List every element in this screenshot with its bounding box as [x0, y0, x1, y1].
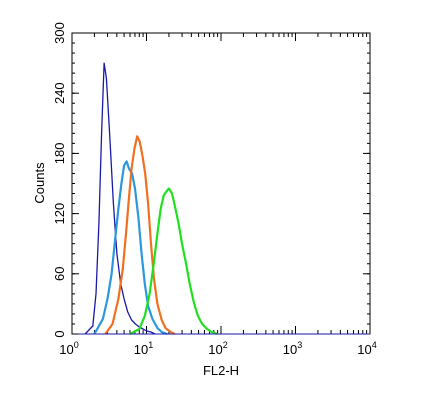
plot-frame: [71, 32, 371, 335]
x-tick-exponent: 3: [297, 340, 302, 350]
x-axis-ticks: 100 101 102 103 104: [59, 33, 377, 357]
x-tick-label: 104: [357, 340, 376, 357]
x-tick-label: 102: [208, 340, 227, 357]
y-tick-label: 60: [52, 267, 67, 281]
y-axis-label: Counts: [32, 162, 47, 204]
x-tick-exponent: 2: [223, 340, 228, 350]
x-tick-base: 10: [208, 342, 222, 357]
x-tick-exponent: 1: [148, 340, 153, 350]
x-axis-label: FL2-H: [203, 363, 239, 378]
histogram-series-3: [104, 135, 176, 335]
x-tick-exponent: 0: [74, 340, 79, 350]
y-tick-label: 180: [52, 143, 67, 165]
x-tick-base: 10: [283, 342, 297, 357]
y-tick-label: 0: [52, 330, 67, 337]
series-layer: [77, 62, 370, 336]
x-tick-label: 100: [59, 340, 78, 357]
x-tick-exponent: 4: [372, 340, 377, 350]
x-tick-base: 10: [357, 342, 371, 357]
x-tick-base: 10: [59, 342, 73, 357]
histogram-series-1: [84, 62, 156, 335]
x-tick-base: 10: [134, 342, 148, 357]
minor-ticks: [72, 32, 370, 335]
histogram-series-4: [129, 187, 218, 336]
y-tick-label: 300: [52, 22, 67, 44]
y-tick-label: 120: [52, 203, 67, 225]
y-tick-label: 240: [52, 82, 67, 104]
y-axis-ticks: 0 60 120 180 240 300: [52, 22, 370, 338]
x-tick-label: 103: [283, 340, 302, 357]
x-tick-label: 101: [134, 340, 153, 357]
